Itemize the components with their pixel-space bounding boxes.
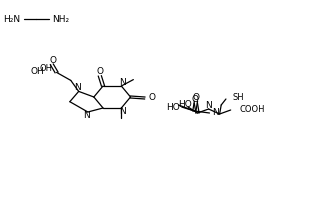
- Text: NH₂: NH₂: [52, 15, 69, 23]
- Text: N: N: [119, 107, 126, 116]
- Text: H₂N: H₂N: [3, 15, 21, 23]
- Text: HO: HO: [179, 100, 192, 109]
- Text: N: N: [119, 78, 126, 87]
- Text: N: N: [205, 102, 212, 110]
- Text: OH: OH: [30, 67, 44, 76]
- Text: N: N: [83, 111, 90, 120]
- Text: HO: HO: [166, 102, 180, 112]
- Text: N: N: [212, 108, 219, 117]
- Text: COOH: COOH: [240, 104, 265, 114]
- Text: OH: OH: [39, 64, 52, 73]
- Text: O: O: [148, 94, 155, 102]
- Text: N: N: [74, 83, 81, 92]
- Text: O: O: [192, 92, 199, 102]
- Text: SH: SH: [233, 94, 245, 102]
- Text: O: O: [192, 95, 199, 104]
- Text: O: O: [50, 56, 57, 65]
- Text: O: O: [96, 67, 103, 76]
